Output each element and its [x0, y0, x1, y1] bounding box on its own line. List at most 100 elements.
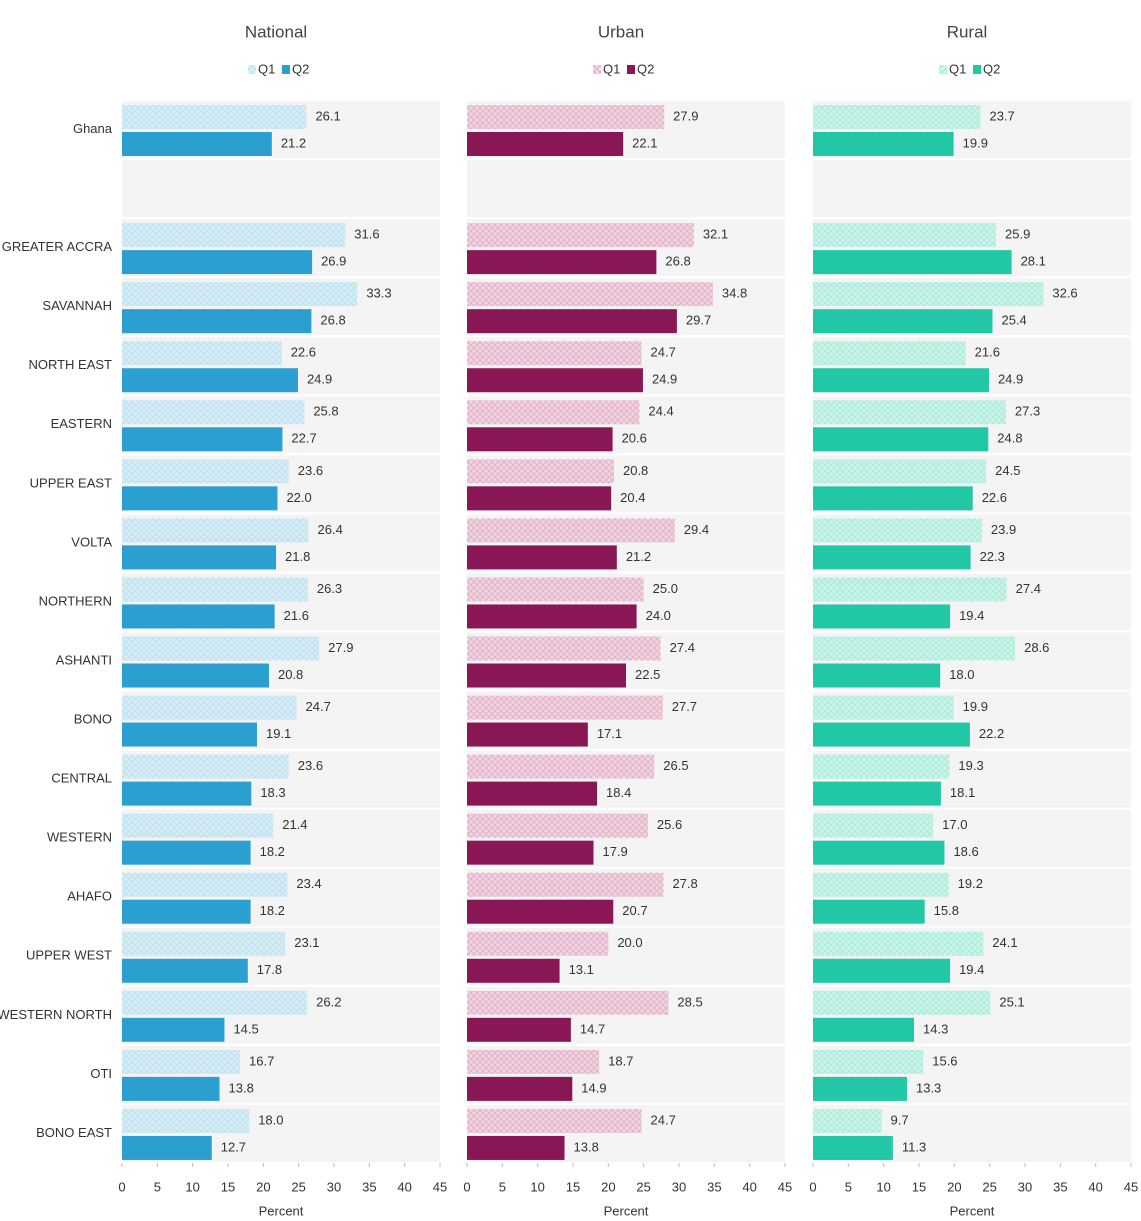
category-label: WESTERN NORTH [0, 1007, 112, 1022]
bar [122, 663, 269, 688]
bar [813, 695, 954, 720]
bar [467, 518, 675, 543]
bar [813, 1017, 915, 1042]
bar [467, 486, 612, 511]
bar [122, 931, 286, 956]
bar [813, 931, 984, 956]
value-label: 25.9 [1005, 227, 1030, 242]
bar [467, 1049, 600, 1074]
x-tick-label: 35 [707, 1179, 721, 1194]
value-label: 12.7 [221, 1139, 246, 1154]
legend-label: Q1 [258, 61, 275, 76]
value-label: 20.7 [622, 903, 647, 918]
value-label: 11.3 [902, 1139, 926, 1154]
legend-label: Q1 [949, 61, 966, 76]
x-tick-label: 35 [1053, 1179, 1067, 1194]
value-label: 24.9 [652, 372, 677, 387]
bar [467, 223, 694, 248]
category-label: NORTH EAST [28, 357, 112, 372]
legend-swatch [282, 65, 290, 74]
category-label: UPPER WEST [26, 948, 112, 963]
bar [467, 754, 655, 779]
value-label: 26.9 [321, 254, 346, 269]
bar [467, 840, 594, 865]
bar [122, 1135, 212, 1160]
category-label: BONO [74, 712, 112, 727]
value-label: 20.8 [623, 463, 648, 478]
chart-title: National [245, 22, 307, 41]
value-label: 18.0 [949, 667, 974, 682]
x-tick-label: 40 [1088, 1179, 1102, 1194]
x-tick-label: 0 [809, 1179, 816, 1194]
bar [467, 459, 614, 484]
value-label: 20.0 [617, 935, 642, 950]
value-label: 14.3 [923, 1021, 948, 1036]
value-label: 22.1 [632, 135, 657, 150]
category-label: WESTERN [47, 830, 112, 845]
value-label: 22.6 [982, 490, 1007, 505]
bar [813, 840, 945, 865]
bar [467, 781, 598, 806]
x-tick-label: 0 [463, 1179, 470, 1194]
value-label: 28.6 [1024, 640, 1049, 655]
bar [813, 663, 941, 688]
bar [813, 1108, 882, 1133]
value-label: 33.3 [366, 286, 391, 301]
value-label: 27.4 [1016, 581, 1041, 596]
value-label: 21.6 [284, 608, 309, 623]
legend-swatch [939, 65, 947, 74]
value-label: 18.2 [260, 903, 285, 918]
bar [813, 459, 987, 484]
bar [122, 958, 248, 983]
value-label: 20.8 [278, 667, 303, 682]
x-tick-label: 45 [778, 1179, 792, 1194]
value-label: 26.4 [318, 522, 343, 537]
category-label: OTI [90, 1066, 112, 1081]
value-label: 25.6 [657, 817, 682, 832]
bar [122, 250, 313, 275]
bar [122, 427, 283, 452]
value-label: 19.1 [266, 726, 291, 741]
x-tick-label: 5 [154, 1179, 161, 1194]
value-label: 19.3 [958, 758, 983, 773]
x-tick-label: 5 [499, 1179, 506, 1194]
value-label: 23.7 [989, 108, 1014, 123]
value-label: 25.4 [1001, 313, 1026, 328]
bar [813, 990, 991, 1015]
x-tick-label: 45 [433, 1179, 447, 1194]
bar [122, 132, 272, 156]
legend-swatch [593, 65, 601, 74]
bar [813, 636, 1016, 661]
bar [813, 400, 1006, 425]
bar [467, 931, 609, 956]
legend-swatch [627, 65, 635, 74]
bar [813, 518, 982, 543]
category-label: Ghana [73, 121, 113, 136]
value-label: 21.4 [282, 817, 307, 832]
x-tick-label: 25 [291, 1179, 305, 1194]
x-tick-label: 35 [362, 1179, 376, 1194]
value-label: 19.4 [959, 962, 984, 977]
x-axis-label: Percent [259, 1203, 304, 1218]
legend-label: Q1 [603, 61, 620, 76]
x-tick-label: 40 [742, 1179, 756, 1194]
bar [813, 545, 971, 570]
value-label: 26.2 [316, 994, 341, 1009]
bar [122, 722, 257, 747]
value-label: 14.5 [233, 1021, 258, 1036]
bar [813, 282, 1044, 307]
bar [813, 1135, 893, 1160]
value-label: 22.5 [635, 667, 660, 682]
value-label: 20.6 [622, 431, 647, 446]
value-label: 21.6 [975, 345, 1000, 360]
value-label: 20.4 [620, 490, 645, 505]
x-tick-label: 45 [1124, 1179, 1138, 1194]
bar [122, 695, 297, 720]
category-label: EASTERN [51, 416, 112, 431]
value-label: 16.7 [249, 1053, 274, 1068]
bar [467, 958, 560, 983]
value-label: 17.0 [942, 817, 967, 832]
value-label: 18.0 [258, 1112, 283, 1127]
value-label: 22.3 [980, 549, 1005, 564]
x-tick-label: 15 [221, 1179, 235, 1194]
